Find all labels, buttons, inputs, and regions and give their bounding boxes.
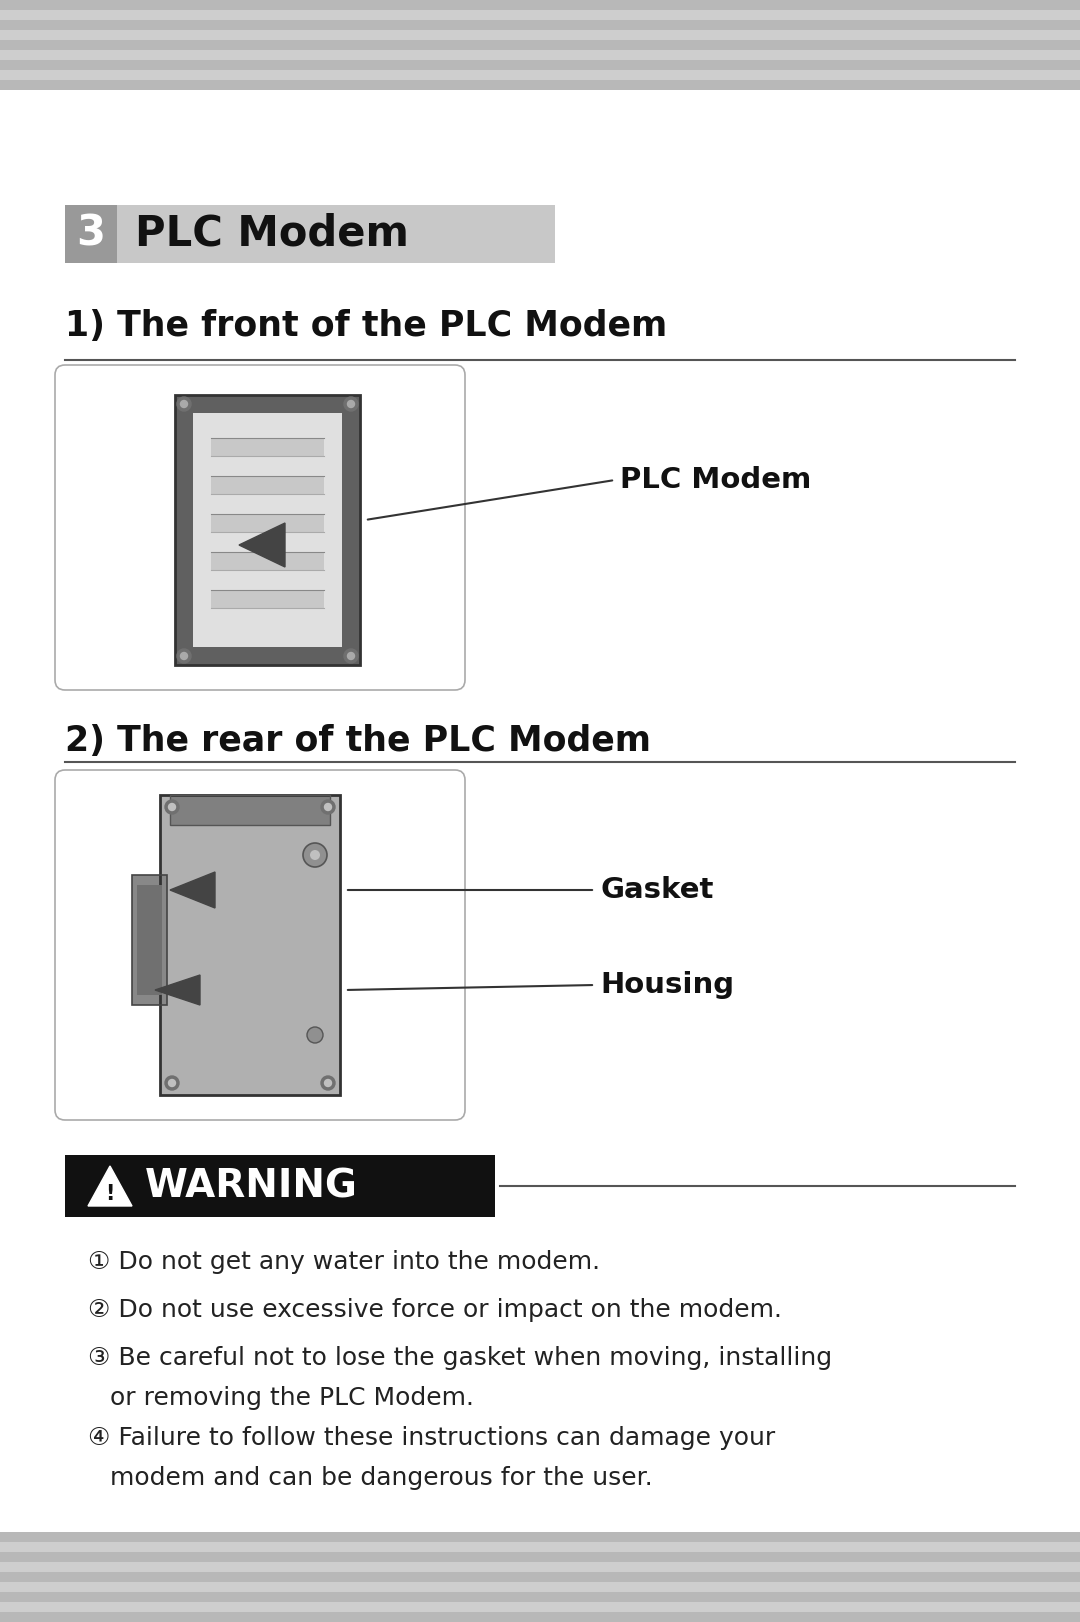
Bar — [211, 475, 324, 495]
Bar — [0, 1603, 1080, 1612]
Bar — [211, 438, 324, 456]
Text: Housing: Housing — [600, 972, 734, 999]
Text: ① Do not get any water into the modem.: ① Do not get any water into the modem. — [87, 1251, 600, 1273]
Circle shape — [307, 1027, 323, 1043]
Bar — [175, 647, 360, 665]
Text: or removing the PLC Modem.: or removing the PLC Modem. — [110, 1387, 474, 1410]
Circle shape — [177, 397, 191, 410]
Bar — [0, 79, 1080, 89]
Bar — [0, 1572, 1080, 1581]
Bar — [132, 874, 167, 1006]
Bar — [0, 29, 1080, 41]
Circle shape — [345, 649, 357, 663]
Bar — [0, 0, 1080, 10]
Bar — [0, 1533, 1080, 1543]
Text: modem and can be dangerous for the user.: modem and can be dangerous for the user. — [110, 1466, 652, 1491]
Bar — [342, 396, 360, 665]
Circle shape — [345, 397, 357, 410]
Bar — [175, 396, 360, 414]
Bar — [65, 204, 117, 263]
Bar — [0, 1552, 1080, 1562]
Text: 3: 3 — [77, 212, 106, 255]
Bar — [160, 795, 340, 1095]
Text: ④ Failure to follow these instructions can damage your: ④ Failure to follow these instructions c… — [87, 1426, 775, 1450]
Bar — [211, 590, 324, 608]
Polygon shape — [87, 1166, 132, 1207]
Circle shape — [165, 1075, 179, 1090]
FancyBboxPatch shape — [55, 365, 465, 689]
Text: 2) The rear of the PLC Modem: 2) The rear of the PLC Modem — [65, 723, 651, 757]
Bar — [0, 70, 1080, 79]
Circle shape — [180, 401, 188, 407]
Text: ② Do not use excessive force or impact on the modem.: ② Do not use excessive force or impact o… — [87, 1298, 782, 1322]
Text: PLC Modem: PLC Modem — [135, 212, 409, 255]
Bar — [0, 60, 1080, 70]
Circle shape — [321, 1075, 335, 1090]
Bar — [0, 1593, 1080, 1603]
Polygon shape — [239, 522, 285, 568]
Bar — [0, 10, 1080, 19]
Text: WARNING: WARNING — [145, 1166, 357, 1205]
Polygon shape — [170, 873, 215, 908]
Bar — [137, 886, 162, 994]
Circle shape — [180, 652, 188, 660]
Bar — [0, 1562, 1080, 1572]
Bar — [175, 396, 193, 665]
Polygon shape — [156, 975, 200, 1006]
Bar — [193, 414, 342, 647]
Bar — [0, 89, 1080, 1533]
Text: 10: 10 — [65, 1565, 111, 1598]
Text: PLC Modem: PLC Modem — [620, 466, 811, 495]
Text: 1) The front of the PLC Modem: 1) The front of the PLC Modem — [65, 310, 667, 342]
Circle shape — [348, 652, 354, 660]
Text: ③ Be careful not to lose the gasket when moving, installing: ③ Be careful not to lose the gasket when… — [87, 1346, 832, 1371]
Bar — [170, 795, 330, 826]
Bar — [160, 795, 340, 1095]
Bar — [211, 514, 324, 532]
Circle shape — [310, 850, 320, 860]
Bar — [0, 50, 1080, 60]
Bar — [170, 795, 330, 826]
Circle shape — [324, 803, 332, 811]
Circle shape — [303, 843, 327, 868]
Circle shape — [177, 649, 191, 663]
Circle shape — [348, 401, 354, 407]
Text: Gasket: Gasket — [600, 876, 714, 903]
Bar — [211, 551, 324, 569]
Circle shape — [324, 1080, 332, 1087]
Bar — [0, 19, 1080, 29]
Circle shape — [165, 800, 179, 814]
Circle shape — [321, 800, 335, 814]
Bar — [65, 1155, 495, 1216]
Text: !: ! — [106, 1184, 114, 1204]
Bar — [0, 41, 1080, 50]
Bar — [0, 1543, 1080, 1552]
Circle shape — [168, 1080, 175, 1087]
Bar — [0, 1612, 1080, 1622]
Bar — [0, 1581, 1080, 1593]
Bar — [175, 396, 360, 665]
FancyBboxPatch shape — [55, 770, 465, 1121]
Bar — [132, 874, 167, 1006]
Bar — [65, 204, 555, 263]
Circle shape — [168, 803, 175, 811]
